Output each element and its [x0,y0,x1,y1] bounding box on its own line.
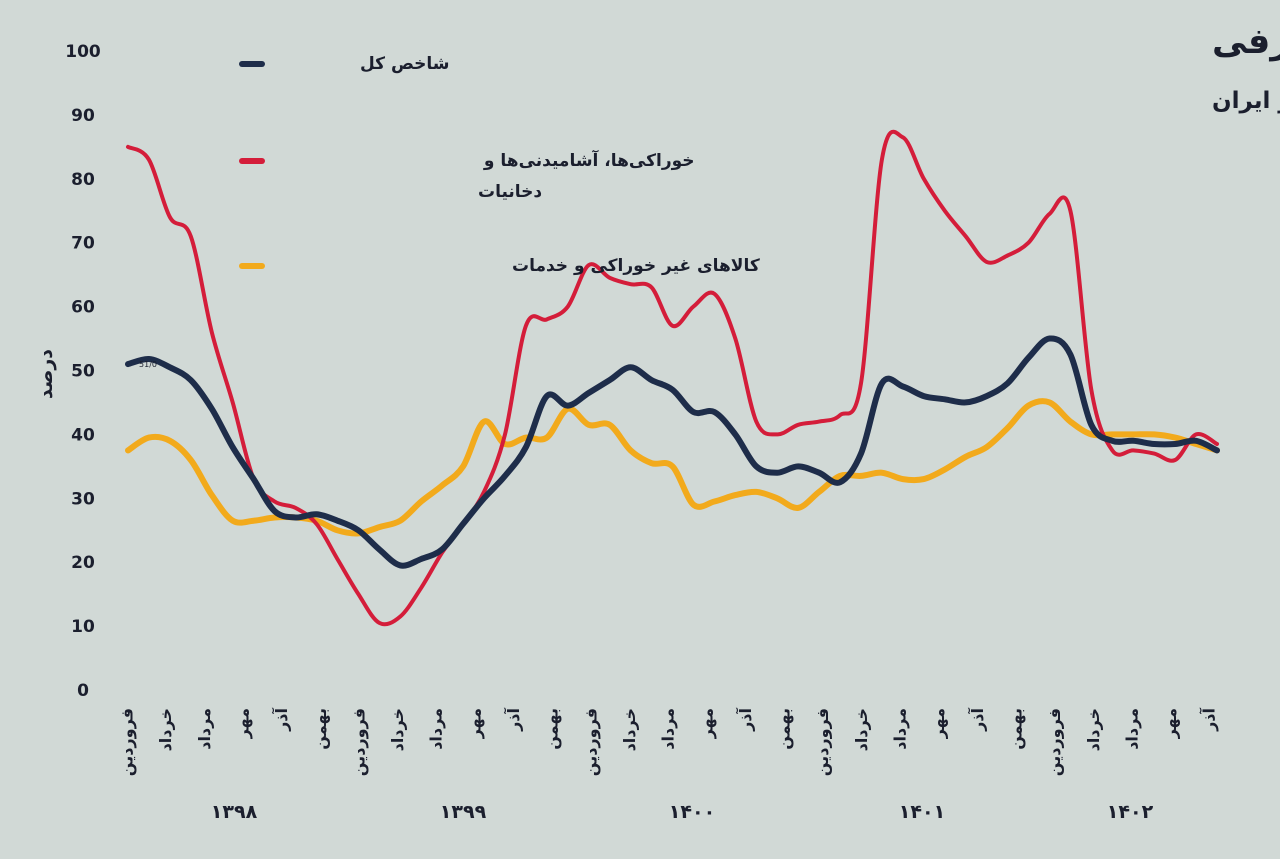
y-tick-label: 20 [71,553,95,573]
x-tick-label: آذر [271,707,291,731]
y-axis-label: درصد [35,349,57,399]
x-tick-label: مرداد [427,708,446,750]
y-tick-label: 90 [71,106,95,126]
x-tick-label: فروردین [349,708,368,776]
line-nonfood-services [125,398,1220,537]
y-tick-label: 0 [77,681,89,701]
legend-item-food: خوراکی‌ها، آشامیدنی‌ها و دخانیات [239,149,695,202]
series-lines [125,129,1220,627]
chart-subtitle: رشد نقطه به نقطه شاخص قیمت‌های مرکز آمار… [1212,85,1280,114]
y-tick-label: 50 [71,362,95,382]
legend-label-food-line2: دخانیات [478,182,542,202]
x-tick-label: بهمن [311,708,330,750]
x-tick-label: مهر [929,708,948,739]
x-tick-label: فروردین [1045,708,1064,776]
x-tick-label: مهر [465,708,484,739]
x-tick-label: مرداد [195,708,214,750]
year-label: ۱۴۰۰ [669,801,715,823]
legend-label-nonfood: کالاهای غیر خوراکی و خدمات [512,256,760,276]
x-tick-label: خرداد [1084,708,1103,751]
legend-item-nonfood: کالاهای غیر خوراکی و خدمات [239,256,760,276]
x-tick-label: مرداد [659,708,678,750]
year-labels: ۱۳۹۸ ۱۳۹۹ ۱۴۰۰ ۱۴۰۱ ۱۴۰۲ [211,801,1154,823]
y-tick-label: 100 [65,42,101,62]
x-tick-label: آذر [967,707,987,731]
chart-title: افت تورم هر دو بخش اصلی سبد مصرفی [1212,22,1280,62]
y-tick-label: 40 [71,425,95,445]
legend: شاخص کل خوراکی‌ها، آشامیدنی‌ها و دخانیات… [239,54,760,276]
x-tick-label: فروردین [813,708,832,776]
x-tick-label: خرداد [388,708,407,751]
y-tick-label: 80 [71,170,95,190]
x-tick-label: بهمن [775,708,794,750]
x-tick-label: فروردین [118,708,137,776]
y-tick-label: 30 [71,489,95,509]
legend-label-food-line1: خوراکی‌ها، آشامیدنی‌ها و [483,149,695,171]
legend-item-total: شاخص کل [239,54,450,74]
x-tick-label: مرداد [891,708,910,750]
x-tick-label: فروردین [581,708,600,776]
y-tick-label: 10 [71,617,95,637]
x-tick-label: بهمن [543,708,562,750]
line-food-beverages [126,129,1219,627]
legend-label-total: شاخص کل [360,54,450,74]
year-label: ۱۳۹۹ [440,801,487,823]
y-tick-label: 70 [71,234,95,254]
x-tick-label: آذر [503,707,523,731]
x-tick-label: آذر [735,707,755,731]
x-tick-label: بهمن [1006,708,1025,750]
line-total-index [125,335,1220,569]
x-tick-label: خرداد [156,708,175,751]
x-tick-label: خرداد [620,708,639,751]
x-axis-ticks: فروردین خرداد مرداد مهر آذر بهمن فروردین خرداد م… [118,707,1219,776]
x-tick-label: مرداد [1122,708,1141,750]
y-tick-label: 60 [71,298,95,318]
year-label: ۱۳۹۸ [211,801,258,823]
x-tick-label: خرداد [852,708,871,751]
x-tick-label: مهر [697,708,716,739]
x-tick-label: مهر [1161,708,1180,739]
first-point-label: 51/0 [139,360,157,369]
year-label: ۱۴۰۲ [1107,801,1154,823]
legend-label-food: خوراکی‌ها، آشامیدنی‌ها و دخانیات [478,149,695,202]
x-tick-label: مهر [233,708,252,739]
year-label: ۱۴۰۱ [899,801,945,823]
x-tick-label: آذر [1199,707,1219,731]
